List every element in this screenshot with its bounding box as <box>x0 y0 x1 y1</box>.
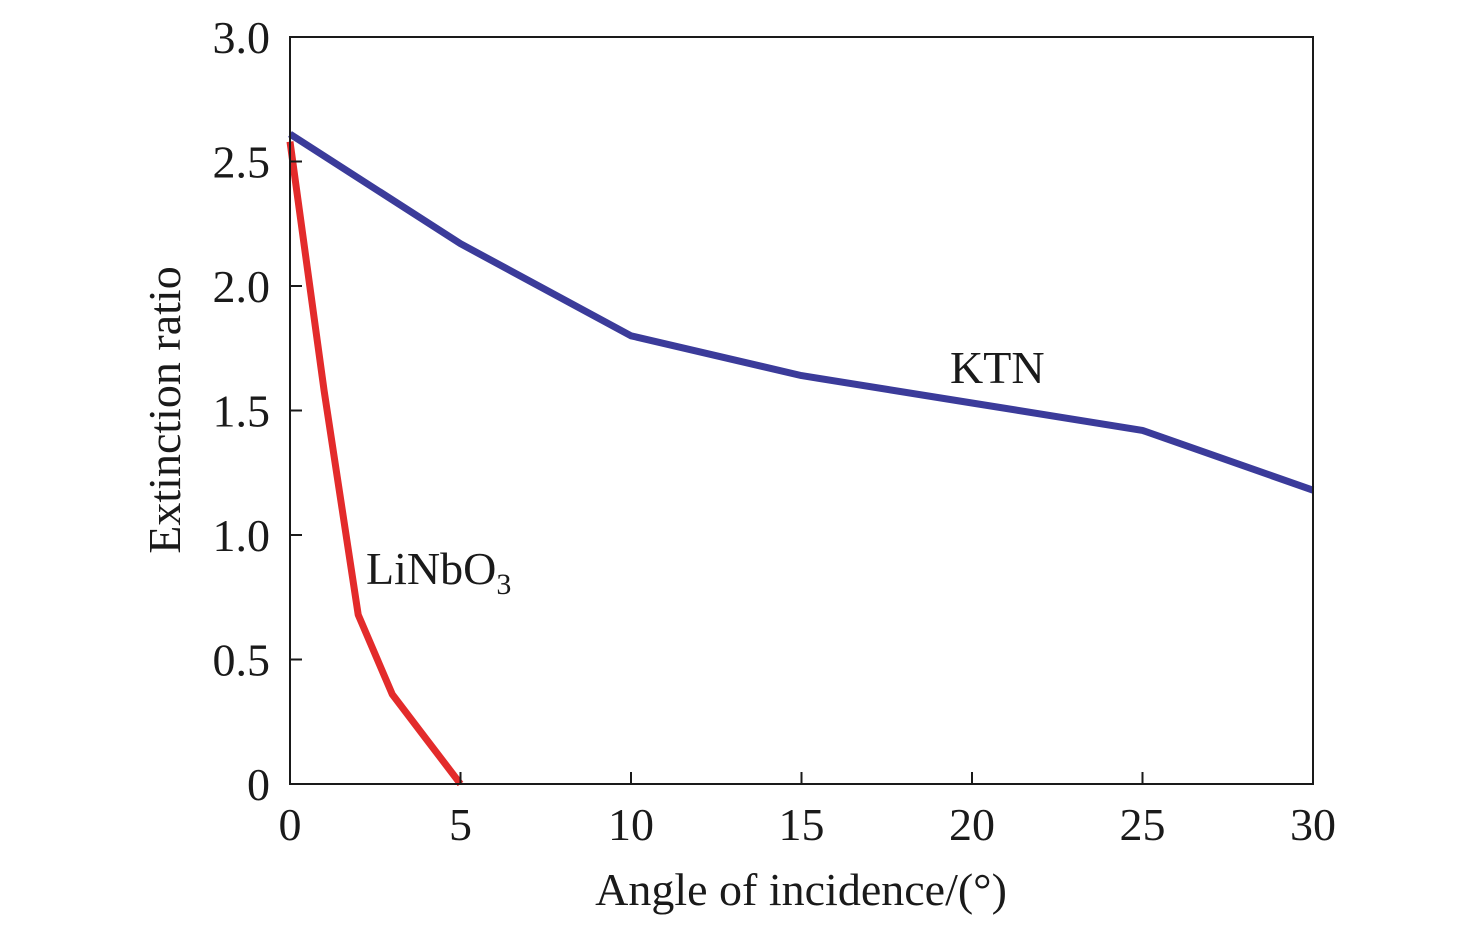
series-line-linbo3 <box>286 141 464 787</box>
plot-lines <box>286 131 1315 787</box>
series-label-linbo3: LiNbO3 <box>366 543 511 601</box>
y-axis-ticks <box>290 160 302 661</box>
y-tick-label: 0 <box>247 759 270 810</box>
series-line-ktn <box>288 131 1315 494</box>
x-tick-label: 25 <box>1120 799 1166 850</box>
series-label-subscript: 3 <box>496 568 511 601</box>
plot-frame <box>289 36 1314 785</box>
x-tick-label: 0 <box>279 799 302 850</box>
series-label-main: LiNbO <box>366 543 496 594</box>
x-axis-title: Angle of incidence/(°) <box>595 864 1007 915</box>
x-tick-label: 20 <box>949 799 995 850</box>
x-tick-label: 30 <box>1290 799 1336 850</box>
series-labels: KTN LiNbO3 <box>366 342 1045 601</box>
x-tick-label: 15 <box>779 799 825 850</box>
y-tick-label: 1.5 <box>213 386 271 437</box>
x-axis-tick-labels: 0 5 10 15 20 25 30 <box>279 799 1337 850</box>
x-tick-label: 5 <box>449 799 472 850</box>
y-axis-title: Extinction ratio <box>139 266 190 553</box>
series-label-main: KTN <box>950 342 1045 393</box>
y-axis-tick-labels: 0 0.5 1.0 1.5 2.0 2.5 3.0 <box>213 12 271 810</box>
y-tick-label: 3.0 <box>213 12 271 63</box>
y-tick-label: 1.0 <box>213 510 271 561</box>
x-tick-label: 10 <box>608 799 654 850</box>
y-tick-label: 0.5 <box>213 635 271 686</box>
series-label-ktn: KTN <box>950 342 1045 393</box>
x-axis-ticks <box>459 772 1144 784</box>
y-tick-label: 2.0 <box>213 261 271 312</box>
y-tick-label: 2.5 <box>213 137 271 188</box>
